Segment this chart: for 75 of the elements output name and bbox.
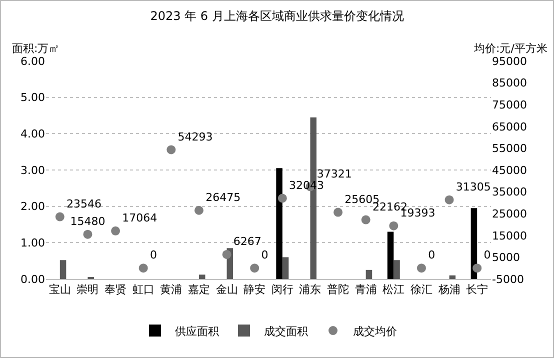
- data-label: 31305: [456, 180, 491, 194]
- bar: [387, 232, 394, 279]
- data-label: 23546: [66, 197, 102, 210]
- data-label: 15480: [70, 214, 106, 228]
- bar: [282, 257, 289, 279]
- point: [250, 264, 260, 273]
- point: [278, 194, 287, 203]
- y2-tick-label: 95000: [492, 54, 527, 68]
- point: [111, 226, 120, 236]
- point: [222, 250, 232, 259]
- y-tick-label: 5.00: [20, 91, 45, 104]
- y-tick-label: 4.00: [20, 128, 45, 141]
- x-tick-label: 嘉定: [188, 283, 210, 296]
- point: [334, 208, 343, 217]
- y-tick-label: 6.00: [20, 54, 45, 68]
- y2-axis-title: 均价:元/平方米: [473, 42, 548, 55]
- x-tick-label: 青浦: [354, 283, 377, 296]
- y2-tick-label: 55000: [492, 142, 527, 156]
- legend-label: 成交面积: [264, 324, 308, 338]
- y2-tick-label: 35000: [492, 186, 527, 199]
- point: [166, 145, 176, 154]
- point: [444, 195, 454, 204]
- point: [83, 230, 92, 239]
- data-label: 26475: [206, 191, 241, 204]
- bar: [366, 270, 372, 279]
- x-tick-label: 崇明: [76, 283, 99, 296]
- x-tick-label: 普陀: [327, 283, 350, 296]
- y2-tick-label: 85000: [492, 76, 527, 90]
- bar: [449, 275, 456, 279]
- x-tick-label: 金山: [216, 283, 238, 296]
- point: [389, 221, 398, 230]
- legend-label: 成交均价: [353, 324, 397, 338]
- x-tick-label: 松江: [382, 283, 405, 296]
- x-tick-label: 静安: [244, 283, 266, 296]
- y2-tick-label: 5000: [492, 251, 520, 264]
- x-tick-label: 浦东: [299, 283, 322, 296]
- y-tick-label: 1.00: [20, 236, 45, 250]
- data-label: 0: [428, 248, 436, 262]
- y2-tick-label: -5000: [492, 272, 524, 286]
- point: [361, 215, 370, 224]
- x-tick-label: 闵行: [271, 283, 294, 296]
- chart-title: 2023 年 6 月上海各区域商业供求量价变化情况: [150, 9, 404, 24]
- data-label: 0: [150, 248, 157, 262]
- point: [138, 264, 148, 273]
- y-axis-title: 面积:万㎡: [12, 42, 60, 55]
- data-label: 17064: [122, 212, 158, 225]
- data-label: 6267: [233, 235, 262, 248]
- bar: [394, 260, 400, 279]
- y-tick-label: 3.00: [20, 164, 45, 177]
- bar: [60, 260, 66, 279]
- y2-tick-label: 65000: [492, 120, 527, 134]
- point: [472, 264, 482, 273]
- x-tick-label: 长宁: [466, 283, 488, 296]
- y2-tick-label: 15000: [492, 229, 527, 242]
- x-tick-label: 黄浦: [160, 283, 182, 296]
- data-label: 37321: [316, 167, 352, 180]
- point: [416, 264, 426, 273]
- data-label: 54293: [178, 130, 213, 144]
- point: [194, 206, 204, 215]
- y-tick-label: 2.00: [20, 200, 45, 214]
- y2-tick-label: 25000: [492, 207, 527, 220]
- x-tick-label: 杨浦: [437, 283, 460, 296]
- y2-tick-label: 75000: [492, 98, 527, 112]
- data-label: 0: [484, 248, 491, 262]
- legend-label: 供应面积: [175, 324, 219, 338]
- point: [55, 212, 64, 222]
- bar: [276, 168, 282, 279]
- y-tick-label: 0.00: [20, 272, 45, 286]
- y2-tick-label: 45000: [492, 164, 527, 177]
- bar: [198, 274, 206, 279]
- data-label: 0: [261, 248, 268, 262]
- x-tick-label: 宝山: [48, 283, 71, 296]
- x-tick-label: 虹口: [132, 283, 154, 296]
- x-tick-label: 徐汇: [410, 283, 432, 296]
- x-tick-label: 奉贤: [104, 283, 127, 296]
